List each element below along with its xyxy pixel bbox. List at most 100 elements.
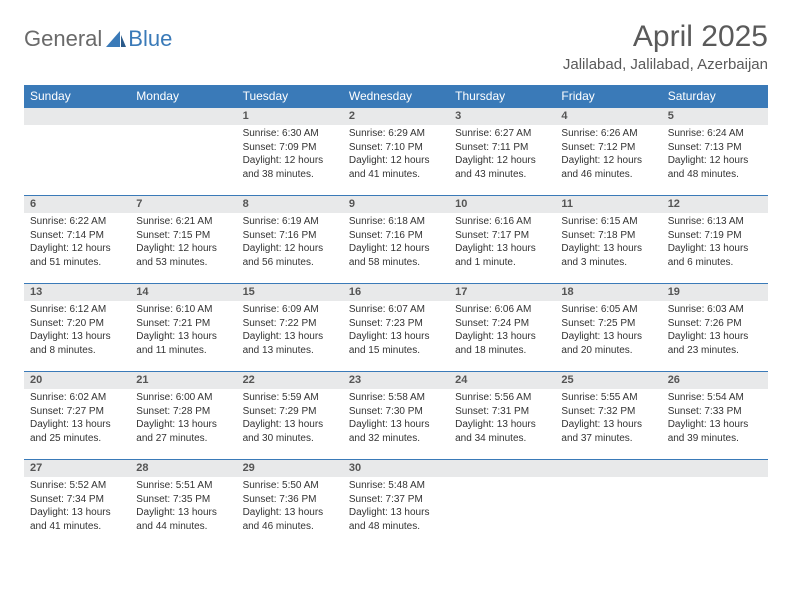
daylight-text-2: and 48 minutes.: [668, 168, 762, 182]
sunset-text: Sunset: 7:34 PM: [30, 493, 124, 507]
sunrise-text: Sunrise: 6:05 AM: [561, 303, 655, 317]
sunrise-text: Sunrise: 6:03 AM: [668, 303, 762, 317]
calendar-day-cell: [449, 459, 555, 547]
sunrise-text: Sunrise: 6:16 AM: [455, 215, 549, 229]
calendar-day-cell: 23Sunrise: 5:58 AMSunset: 7:30 PMDayligh…: [343, 371, 449, 459]
daylight-text-2: and 8 minutes.: [30, 344, 124, 358]
day-number: 13: [24, 283, 130, 301]
daylight-text-2: and 15 minutes.: [349, 344, 443, 358]
brand-part2: Blue: [128, 26, 172, 52]
sunrise-text: Sunrise: 6:02 AM: [30, 391, 124, 405]
location-subtitle: Jalilabad, Jalilabad, Azerbaijan: [563, 56, 768, 73]
daylight-text-1: Daylight: 13 hours: [30, 330, 124, 344]
daylight-text-1: Daylight: 13 hours: [561, 242, 655, 256]
daylight-text-2: and 27 minutes.: [136, 432, 230, 446]
day-number: 28: [130, 459, 236, 477]
sunset-text: Sunset: 7:35 PM: [136, 493, 230, 507]
sunrise-text: Sunrise: 6:09 AM: [243, 303, 337, 317]
day-detail: Sunrise: 6:13 AMSunset: 7:19 PMDaylight:…: [662, 213, 768, 273]
calendar-week-row: 27Sunrise: 5:52 AMSunset: 7:34 PMDayligh…: [24, 459, 768, 547]
sunset-text: Sunset: 7:36 PM: [243, 493, 337, 507]
daylight-text-2: and 38 minutes.: [243, 168, 337, 182]
daylight-text-2: and 3 minutes.: [561, 256, 655, 270]
calendar-day-cell: 8Sunrise: 6:19 AMSunset: 7:16 PMDaylight…: [237, 195, 343, 283]
daylight-text-1: Daylight: 13 hours: [349, 506, 443, 520]
sunset-text: Sunset: 7:24 PM: [455, 317, 549, 331]
sunset-text: Sunset: 7:19 PM: [668, 229, 762, 243]
daylight-text-2: and 44 minutes.: [136, 520, 230, 534]
calendar-day-cell: 13Sunrise: 6:12 AMSunset: 7:20 PMDayligh…: [24, 283, 130, 371]
day-number: 12: [662, 195, 768, 213]
day-detail: Sunrise: 6:15 AMSunset: 7:18 PMDaylight:…: [555, 213, 661, 273]
daylight-text-2: and 11 minutes.: [136, 344, 230, 358]
daylight-text-2: and 39 minutes.: [668, 432, 762, 446]
sunset-text: Sunset: 7:10 PM: [349, 141, 443, 155]
day-number: 8: [237, 195, 343, 213]
weekday-header: Friday: [555, 85, 661, 107]
daylight-text-2: and 51 minutes.: [30, 256, 124, 270]
weekday-header: Saturday: [662, 85, 768, 107]
calendar-day-cell: 21Sunrise: 6:00 AMSunset: 7:28 PMDayligh…: [130, 371, 236, 459]
brand-logo: General Blue: [24, 26, 172, 52]
daylight-text-1: Daylight: 13 hours: [136, 330, 230, 344]
calendar-day-cell: 18Sunrise: 6:05 AMSunset: 7:25 PMDayligh…: [555, 283, 661, 371]
daylight-text-2: and 46 minutes.: [243, 520, 337, 534]
daylight-text-1: Daylight: 13 hours: [455, 330, 549, 344]
daylight-text-2: and 43 minutes.: [455, 168, 549, 182]
sunrise-text: Sunrise: 5:58 AM: [349, 391, 443, 405]
day-number: 4: [555, 107, 661, 125]
day-detail: Sunrise: 6:07 AMSunset: 7:23 PMDaylight:…: [343, 301, 449, 361]
day-detail: Sunrise: 6:21 AMSunset: 7:15 PMDaylight:…: [130, 213, 236, 273]
day-detail: Sunrise: 5:58 AMSunset: 7:30 PMDaylight:…: [343, 389, 449, 449]
calendar-day-cell: 1Sunrise: 6:30 AMSunset: 7:09 PMDaylight…: [237, 107, 343, 195]
calendar-week-row: 13Sunrise: 6:12 AMSunset: 7:20 PMDayligh…: [24, 283, 768, 371]
sunrise-text: Sunrise: 6:19 AM: [243, 215, 337, 229]
sunrise-text: Sunrise: 6:21 AM: [136, 215, 230, 229]
calendar-day-cell: 12Sunrise: 6:13 AMSunset: 7:19 PMDayligh…: [662, 195, 768, 283]
calendar-day-cell: 25Sunrise: 5:55 AMSunset: 7:32 PMDayligh…: [555, 371, 661, 459]
sunrise-text: Sunrise: 6:15 AM: [561, 215, 655, 229]
calendar-day-cell: [555, 459, 661, 547]
daylight-text-2: and 58 minutes.: [349, 256, 443, 270]
day-detail: Sunrise: 5:54 AMSunset: 7:33 PMDaylight:…: [662, 389, 768, 449]
sunrise-text: Sunrise: 5:52 AM: [30, 479, 124, 493]
sunrise-text: Sunrise: 5:55 AM: [561, 391, 655, 405]
daylight-text-2: and 1 minute.: [455, 256, 549, 270]
day-detail: Sunrise: 6:18 AMSunset: 7:16 PMDaylight:…: [343, 213, 449, 273]
weekday-header: Wednesday: [343, 85, 449, 107]
daylight-text-1: Daylight: 13 hours: [243, 330, 337, 344]
day-detail: Sunrise: 6:05 AMSunset: 7:25 PMDaylight:…: [555, 301, 661, 361]
sunrise-text: Sunrise: 6:18 AM: [349, 215, 443, 229]
sunrise-text: Sunrise: 5:48 AM: [349, 479, 443, 493]
sunrise-text: Sunrise: 6:30 AM: [243, 127, 337, 141]
calendar-week-row: 1Sunrise: 6:30 AMSunset: 7:09 PMDaylight…: [24, 107, 768, 195]
sunset-text: Sunset: 7:16 PM: [243, 229, 337, 243]
sunrise-text: Sunrise: 5:50 AM: [243, 479, 337, 493]
daylight-text-2: and 25 minutes.: [30, 432, 124, 446]
sunrise-text: Sunrise: 5:56 AM: [455, 391, 549, 405]
day-number: 3: [449, 107, 555, 125]
sunrise-text: Sunrise: 5:59 AM: [243, 391, 337, 405]
sunset-text: Sunset: 7:33 PM: [668, 405, 762, 419]
daylight-text-2: and 48 minutes.: [349, 520, 443, 534]
day-number: 7: [130, 195, 236, 213]
day-detail: Sunrise: 6:12 AMSunset: 7:20 PMDaylight:…: [24, 301, 130, 361]
calendar-day-cell: 28Sunrise: 5:51 AMSunset: 7:35 PMDayligh…: [130, 459, 236, 547]
day-number: 25: [555, 371, 661, 389]
day-number: 10: [449, 195, 555, 213]
day-detail: Sunrise: 6:02 AMSunset: 7:27 PMDaylight:…: [24, 389, 130, 449]
day-number: 2: [343, 107, 449, 125]
daylight-text-1: Daylight: 12 hours: [668, 154, 762, 168]
day-number: 29: [237, 459, 343, 477]
daylight-text-1: Daylight: 13 hours: [668, 330, 762, 344]
day-number: 15: [237, 283, 343, 301]
sunrise-text: Sunrise: 6:22 AM: [30, 215, 124, 229]
weekday-header: Tuesday: [237, 85, 343, 107]
daylight-text-1: Daylight: 13 hours: [668, 242, 762, 256]
daylight-text-1: Daylight: 13 hours: [561, 418, 655, 432]
sunset-text: Sunset: 7:28 PM: [136, 405, 230, 419]
calendar-day-cell: 5Sunrise: 6:24 AMSunset: 7:13 PMDaylight…: [662, 107, 768, 195]
day-number: 22: [237, 371, 343, 389]
daylight-text-1: Daylight: 13 hours: [30, 506, 124, 520]
sunset-text: Sunset: 7:29 PM: [243, 405, 337, 419]
